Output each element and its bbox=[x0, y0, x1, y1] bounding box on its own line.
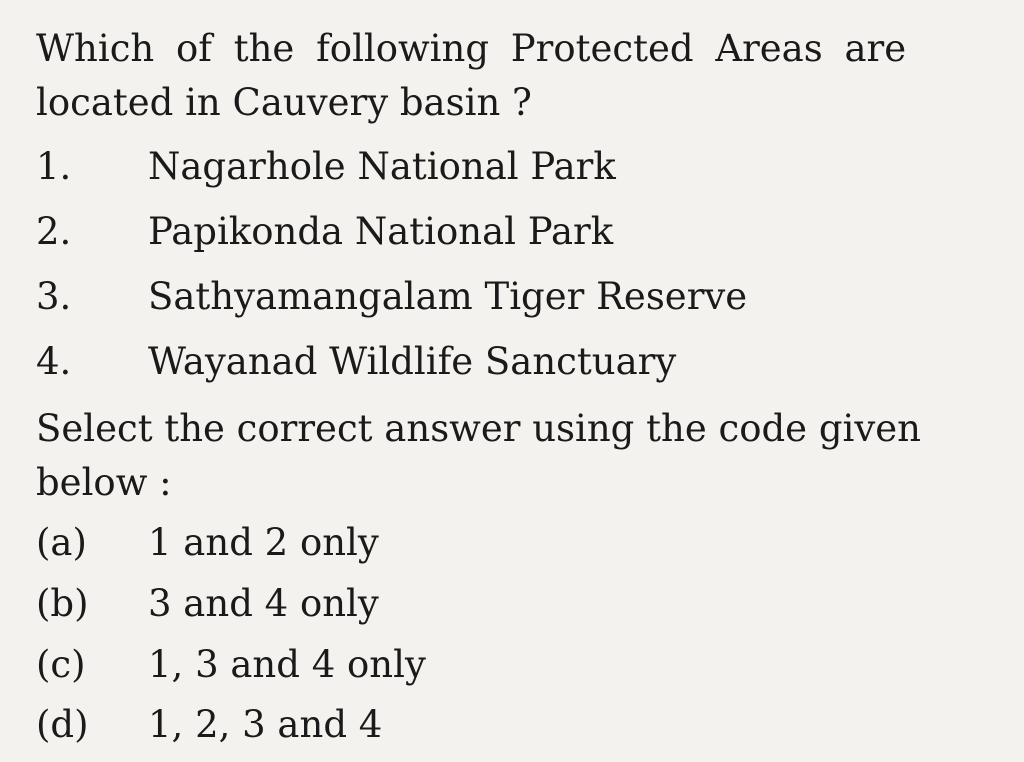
option-text: 3 and 4 only bbox=[148, 582, 379, 625]
item-number: 4. bbox=[36, 340, 72, 383]
item-text: Nagarhole National Park bbox=[148, 145, 616, 188]
option-text: 1 and 2 only bbox=[148, 521, 379, 564]
question-line-1: Which of the following Protected Areas a… bbox=[36, 27, 907, 70]
question-line-2: located in Cauvery basin ? bbox=[36, 81, 532, 124]
option-label: (d) bbox=[36, 703, 89, 746]
instruction-line-2: below : bbox=[36, 461, 172, 504]
option-label: (a) bbox=[36, 521, 87, 564]
instruction-line-1: Select the correct answer using the code… bbox=[36, 407, 921, 450]
item-number: 2. bbox=[36, 210, 72, 253]
option-label: (b) bbox=[36, 582, 89, 625]
item-text: Sathyamangalam Tiger Reserve bbox=[148, 275, 748, 318]
option-text: 1, 3 and 4 only bbox=[148, 643, 426, 686]
item-text: Papikonda National Park bbox=[148, 210, 614, 253]
item-text: Wayanad Wildlife Sanctuary bbox=[148, 340, 677, 383]
option-label: (c) bbox=[36, 643, 86, 686]
item-number: 3. bbox=[36, 275, 72, 318]
option-text: 1, 2, 3 and 4 bbox=[148, 703, 383, 746]
item-number: 1. bbox=[36, 145, 72, 188]
